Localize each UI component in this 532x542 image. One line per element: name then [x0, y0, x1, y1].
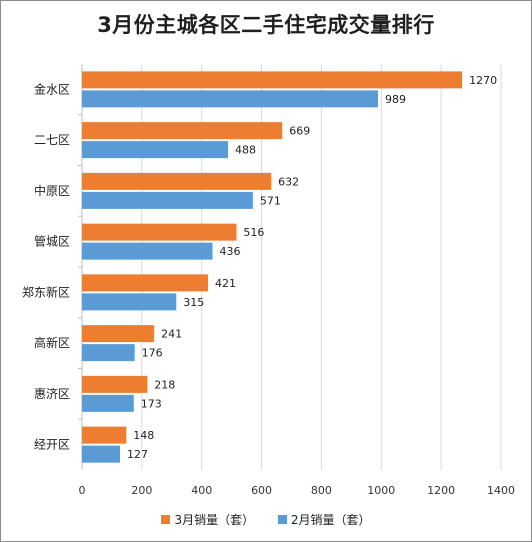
- x-tick-label-400: 400: [191, 484, 212, 497]
- data-label-march-1: 669: [289, 125, 310, 138]
- bar-march-4: [82, 274, 208, 292]
- x-tick-label-800: 800: [311, 484, 332, 497]
- x-tick-label-1000: 1000: [367, 484, 395, 497]
- bar-march-5: [82, 325, 155, 343]
- data-label-march-5: 241: [161, 328, 182, 341]
- data-label-march-6: 218: [154, 378, 175, 391]
- data-label-march-2: 632: [278, 175, 299, 188]
- data-label-march-3: 516: [243, 226, 264, 239]
- x-tick-label-1400: 1400: [487, 484, 515, 497]
- data-label-february-5: 176: [142, 347, 163, 360]
- data-label-february-0: 989: [385, 93, 406, 106]
- bar-february-0: [82, 90, 378, 108]
- bar-march-6: [82, 375, 148, 393]
- data-label-february-4: 315: [183, 296, 204, 309]
- legend: 3月销量（套） 2月销量（套）: [1, 511, 531, 528]
- data-label-february-1: 488: [235, 144, 256, 157]
- legend-label-february: 2月销量（套）: [290, 513, 371, 527]
- data-label-march-4: 421: [215, 277, 236, 290]
- category-label-5: 高新区: [34, 335, 70, 350]
- bar-february-3: [82, 242, 213, 260]
- x-tick-label-600: 600: [251, 484, 272, 497]
- category-label-2: 中原区: [34, 183, 70, 198]
- bar-february-6: [82, 394, 134, 412]
- bar-february-4: [82, 293, 177, 311]
- category-label-3: 管城区: [34, 234, 70, 249]
- data-label-february-6: 173: [141, 397, 162, 410]
- legend-item-february: 2月销量（套）: [277, 511, 371, 528]
- bar-march-0: [82, 71, 463, 89]
- x-tick-label-0: 0: [79, 484, 86, 497]
- bar-february-1: [82, 141, 229, 159]
- bar-february-5: [82, 344, 135, 362]
- category-label-7: 经开区: [34, 438, 70, 452]
- bar-march-3: [82, 223, 237, 241]
- legend-swatch-february: [277, 515, 287, 524]
- bar-march-2: [82, 172, 272, 190]
- legend-swatch-march: [161, 515, 171, 524]
- legend-item-march: 3月销量（套）: [161, 511, 254, 528]
- legend-label-march: 3月销量（套）: [174, 513, 255, 527]
- bar-february-7: [82, 445, 121, 463]
- category-label-1: 二七区: [34, 133, 70, 147]
- bar-february-2: [82, 191, 253, 209]
- data-label-february-3: 436: [219, 245, 240, 258]
- bar-march-7: [82, 426, 127, 444]
- chart-title: 3月份主城各区二手住宅成交量排行: [97, 13, 435, 37]
- data-label-february-7: 127: [127, 448, 148, 461]
- category-label-0: 金水区: [34, 81, 70, 96]
- category-label-4: 郑东新区: [22, 284, 70, 299]
- x-tick-label-200: 200: [131, 484, 152, 497]
- data-label-february-2: 571: [260, 194, 281, 207]
- data-label-march-7: 148: [133, 429, 154, 442]
- bar-march-1: [82, 122, 283, 140]
- data-label-march-0: 1270: [469, 74, 497, 87]
- category-label-6: 惠济区: [34, 386, 70, 401]
- x-tick-label-1200: 1200: [427, 484, 455, 497]
